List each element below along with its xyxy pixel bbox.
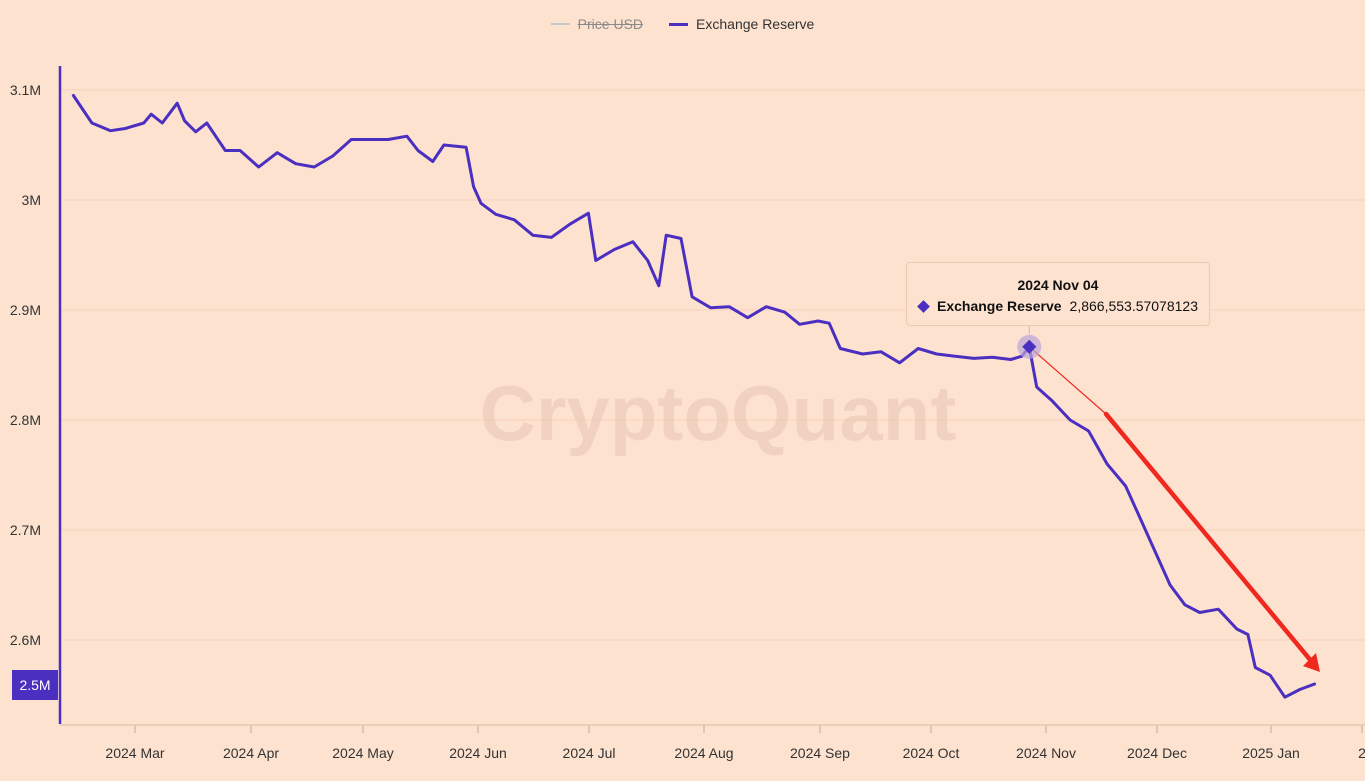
- trend-arrow-head-icon: [1303, 653, 1320, 672]
- x-tick-label: 2024 Dec: [1127, 745, 1187, 761]
- diamond-marker-icon: [917, 299, 930, 313]
- x-tick-label: 2024 Aug: [674, 745, 733, 761]
- trend-arrow-shaft: [1103, 411, 1315, 665]
- x-tick-label: 2024 Apr: [223, 745, 279, 761]
- x-tick-label: 2024 Mar: [105, 745, 164, 761]
- series-layer[interactable]: [71, 94, 1317, 699]
- legend-reserve-label: Exchange Reserve: [696, 16, 815, 32]
- x-tick-label: 2024 Oct: [903, 745, 960, 761]
- y-tick-label: 2.9M: [10, 302, 41, 318]
- legend-reserve-line-icon: [669, 22, 689, 26]
- legend-price-label: Price USD: [577, 16, 644, 32]
- legend: Price USD Exchange Reserve: [0, 16, 1365, 32]
- trend-arrow: [1028, 346, 1320, 672]
- y-tick-label: 3.1M: [10, 82, 41, 98]
- x-tick-label: 2024 May: [332, 745, 393, 761]
- legend-price-line-icon: [550, 23, 570, 25]
- x-tick-label: 2024 Nov: [1016, 745, 1076, 761]
- tooltip: 2024 Nov 04 Exchange Reserve 2,866,553.5…: [906, 262, 1210, 326]
- y-axis-value-badge: 2.5M: [12, 670, 58, 700]
- y-tick-label: 3M: [22, 192, 41, 208]
- x-axis-ticks: 2024 Mar 2024 Apr 2024 May 2024 Jun 2024 Jul…: [105, 725, 1365, 761]
- highlight-point-group[interactable]: [1017, 326, 1042, 359]
- series-line-exchange-reserve[interactable]: [71, 94, 1317, 699]
- x-tick-label: 2024 Jun: [449, 745, 507, 761]
- y-tick-label: 2.8M: [10, 412, 41, 428]
- highlight-point-marker[interactable]: [1022, 339, 1037, 354]
- x-tick-label: 2024 Jul: [563, 745, 616, 761]
- x-tick-label: 2024 Sep: [790, 745, 850, 761]
- x-tick-label: 2: [1358, 745, 1365, 761]
- trend-arrow-thin-segment: [1028, 346, 1107, 415]
- x-tick-label: 2025 Jan: [1242, 745, 1300, 761]
- tooltip-series-name: Exchange Reserve: [937, 298, 1062, 314]
- grid-lines: [60, 89, 1365, 641]
- legend-item-reserve[interactable]: Exchange Reserve: [669, 16, 814, 32]
- tooltip-row: Exchange Reserve 2,866,553.57078123: [907, 298, 1209, 314]
- y-axis-ticks: 3.1M 3M 2.9M 2.8M 2.7M 2.6M: [10, 82, 41, 648]
- tooltip-date: 2024 Nov 04: [1017, 277, 1099, 293]
- y-tick-label: 2.7M: [10, 522, 41, 538]
- watermark-text: CryptoQuant: [480, 369, 957, 457]
- legend-item-price[interactable]: Price USD: [550, 16, 644, 32]
- tooltip-value: 2,866,553.57078123: [1069, 298, 1198, 314]
- y-tick-label: 2.6M: [10, 632, 41, 648]
